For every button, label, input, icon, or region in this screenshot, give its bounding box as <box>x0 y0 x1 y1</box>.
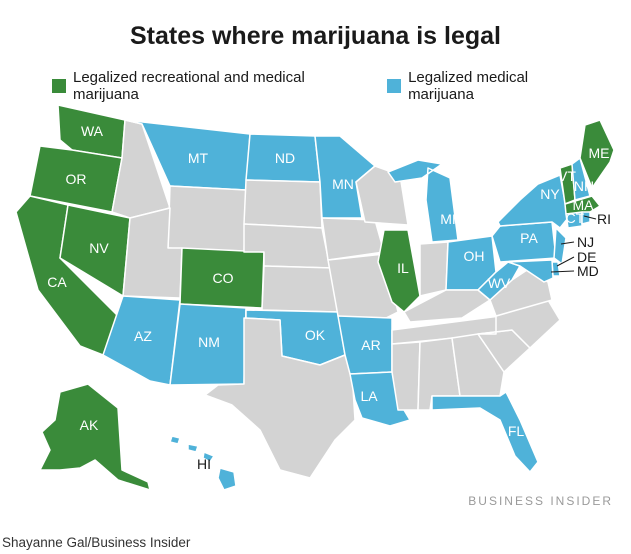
brand-logo: BUSINESS INSIDER <box>468 494 613 508</box>
state-HI <box>169 435 237 491</box>
state-PA <box>491 221 557 263</box>
state-MA <box>564 195 601 215</box>
state-ME <box>579 119 615 189</box>
label-PA: PA <box>520 230 538 246</box>
leader-MD <box>550 270 575 273</box>
state-KS <box>261 265 339 313</box>
label-AZ: AZ <box>134 328 152 344</box>
label-NJ: NJ <box>577 234 594 250</box>
legend-label-medical: Legalized medical marijuana <box>408 69 529 103</box>
legend-item-recreational: Legalized recreational and medical marij… <box>52 69 373 103</box>
label-MA: MA <box>573 197 595 213</box>
label-NY: NY <box>540 186 560 202</box>
label-OH: OH <box>464 248 485 264</box>
label-CT: CT <box>566 210 585 226</box>
state-AZ <box>102 295 181 386</box>
label-FL: FL <box>508 423 525 439</box>
label-WV: WV <box>488 275 511 291</box>
state-FL <box>431 391 539 473</box>
label-DE: DE <box>577 249 596 265</box>
state-TX <box>204 317 356 479</box>
state-AK <box>39 383 151 491</box>
chart-title: States where marijuana is legal <box>130 22 501 50</box>
label-MN: MN <box>332 176 354 192</box>
state-NC <box>477 299 561 349</box>
leader-RI <box>583 215 597 220</box>
credit-line: Shayanne Gal/Business Insider <box>2 535 191 550</box>
label-OK: OK <box>305 327 326 343</box>
state-MN <box>314 135 376 219</box>
legend-swatch-recreational <box>52 79 66 93</box>
state-IN <box>419 241 449 297</box>
label-CO: CO <box>213 270 234 286</box>
label-ND: ND <box>275 150 295 166</box>
label-MT: MT <box>188 150 209 166</box>
label-HI: HI <box>197 456 211 472</box>
state-MS <box>391 341 421 411</box>
leader-NJ <box>560 241 575 245</box>
label-MD: MD <box>577 263 599 279</box>
label-LA: LA <box>360 388 378 404</box>
label-NV: NV <box>89 240 109 256</box>
state-RI <box>581 211 591 225</box>
legend-swatch-medical <box>387 79 402 93</box>
label-CA: CA <box>47 274 67 290</box>
label-OR: OR <box>66 171 87 187</box>
label-VT: VT <box>558 168 576 184</box>
legend-label-recreational: Legalized recreational and medical marij… <box>73 69 305 103</box>
state-IA <box>321 217 385 261</box>
leader-DE <box>556 256 575 267</box>
state-SD <box>243 179 323 229</box>
state-NJ <box>553 227 567 265</box>
state-CT <box>565 211 583 229</box>
legend-item-medical: Legalized medical marijuana <box>387 69 597 103</box>
label-WA: WA <box>81 123 104 139</box>
state-MI <box>387 159 459 243</box>
legend: Legalized recreational and medical marij… <box>52 69 611 103</box>
label-AK: AK <box>80 417 99 433</box>
state-WY <box>167 185 247 253</box>
label-AR: AR <box>361 337 380 353</box>
label-ME: ME <box>589 145 610 161</box>
state-GA <box>451 333 505 397</box>
label-NM: NM <box>198 334 220 350</box>
state-MD <box>507 259 554 283</box>
label-MI: MI <box>440 211 456 227</box>
label-NH: NH <box>574 178 594 194</box>
label-RI: RI <box>597 211 611 227</box>
label-IL: IL <box>397 260 409 276</box>
